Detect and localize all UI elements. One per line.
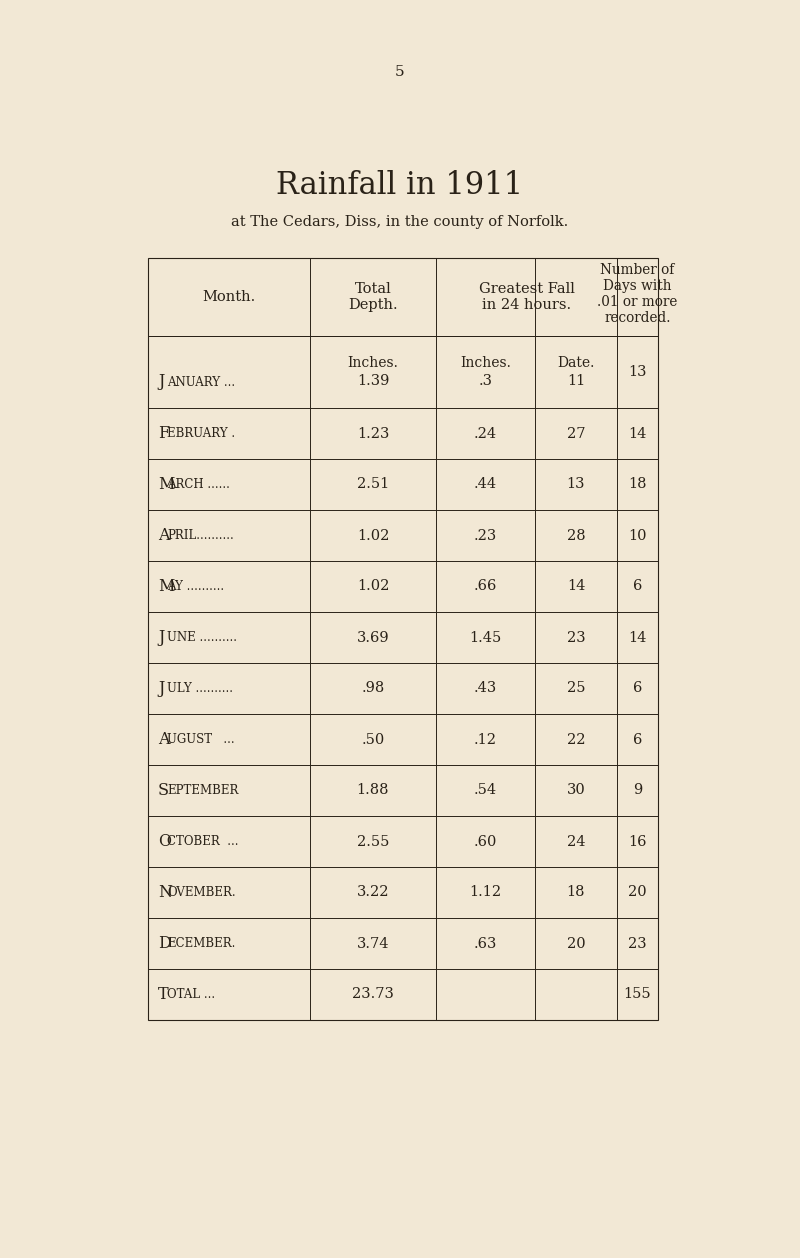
Text: 5: 5 [395, 65, 405, 79]
Text: 24: 24 [566, 834, 586, 848]
Text: 6: 6 [633, 580, 642, 594]
Text: S: S [158, 782, 169, 799]
Text: 3.69: 3.69 [357, 630, 390, 644]
Text: T: T [158, 986, 169, 1003]
Text: 155: 155 [624, 988, 651, 1001]
Text: at The Cedars, Diss, in the county of Norfolk.: at The Cedars, Diss, in the county of No… [231, 215, 569, 229]
Text: 23: 23 [566, 630, 586, 644]
Text: CTOBER  ...: CTOBER ... [167, 835, 238, 848]
Text: EBRUARY .: EBRUARY . [167, 426, 235, 440]
Text: 18: 18 [566, 886, 586, 899]
Text: OTAL ...: OTAL ... [167, 988, 215, 1001]
Text: 1.02: 1.02 [357, 528, 389, 542]
Text: 14: 14 [567, 580, 585, 594]
Text: 9: 9 [633, 784, 642, 798]
Text: .44: .44 [474, 478, 497, 492]
Text: .50: .50 [362, 732, 385, 746]
Text: 20: 20 [566, 936, 586, 951]
Text: .63: .63 [474, 936, 497, 951]
Text: PRIL..........: PRIL.......... [167, 530, 234, 542]
Text: .12: .12 [474, 732, 497, 746]
Text: A: A [158, 527, 170, 543]
Text: 22: 22 [566, 732, 586, 746]
Text: 10: 10 [628, 528, 646, 542]
Text: 30: 30 [566, 784, 586, 798]
Text: 1.12: 1.12 [470, 886, 502, 899]
Text: 6: 6 [633, 732, 642, 746]
Text: Greatest Fall
in 24 hours.: Greatest Fall in 24 hours. [478, 282, 574, 312]
Text: 1.88: 1.88 [357, 784, 390, 798]
Text: 27: 27 [566, 426, 586, 440]
Text: A: A [158, 731, 170, 749]
Text: Month.: Month. [202, 291, 256, 304]
Text: 23: 23 [628, 936, 647, 951]
Text: 6: 6 [633, 682, 642, 696]
Text: .98: .98 [362, 682, 385, 696]
Text: .3: .3 [478, 374, 493, 387]
Text: D: D [158, 935, 170, 952]
Text: Inches.: Inches. [460, 356, 511, 370]
Text: 1.02: 1.02 [357, 580, 389, 594]
Text: .43: .43 [474, 682, 497, 696]
Text: N: N [158, 884, 172, 901]
Text: M: M [158, 476, 174, 493]
Text: 23.73: 23.73 [352, 988, 394, 1001]
Text: .24: .24 [474, 426, 497, 440]
Text: 14: 14 [628, 426, 646, 440]
Text: .23: .23 [474, 528, 497, 542]
Text: 1.39: 1.39 [357, 374, 389, 387]
Text: UNE ..........: UNE .......... [167, 632, 237, 644]
Bar [148, 258, 658, 1020]
Text: Date.: Date. [558, 356, 594, 370]
Text: .66: .66 [474, 580, 497, 594]
Text: 2.51: 2.51 [357, 478, 389, 492]
Text: EPTEMBER: EPTEMBER [167, 784, 238, 798]
Text: 28: 28 [566, 528, 586, 542]
Text: 13: 13 [628, 365, 646, 379]
Text: M: M [158, 577, 174, 595]
Text: AY ..........: AY .......... [167, 580, 224, 593]
Text: J: J [158, 374, 164, 390]
Text: ULY ..........: ULY .......... [167, 682, 233, 694]
Text: J: J [158, 629, 164, 647]
Text: 1.45: 1.45 [470, 630, 502, 644]
Text: Number of
Days with
.01 or more
recorded.: Number of Days with .01 or more recorded… [598, 263, 678, 326]
Text: .54: .54 [474, 784, 497, 798]
Text: 14: 14 [628, 630, 646, 644]
Text: Inches.: Inches. [347, 356, 398, 370]
Text: 25: 25 [566, 682, 586, 696]
Text: Rainfall in 1911: Rainfall in 1911 [277, 170, 523, 200]
Text: 2.55: 2.55 [357, 834, 389, 848]
Text: ECEMBER.: ECEMBER. [167, 937, 235, 950]
Text: 3.74: 3.74 [357, 936, 390, 951]
Text: J: J [158, 681, 164, 697]
Text: 3.22: 3.22 [357, 886, 390, 899]
Text: 16: 16 [628, 834, 646, 848]
Text: OVEMBER.: OVEMBER. [167, 886, 236, 899]
Text: UGUST   ...: UGUST ... [167, 733, 234, 746]
Text: O: O [158, 833, 171, 850]
Text: 11: 11 [567, 374, 585, 387]
Text: 18: 18 [628, 478, 646, 492]
Text: 13: 13 [566, 478, 586, 492]
Text: F: F [158, 425, 169, 442]
Text: Total
Depth.: Total Depth. [348, 282, 398, 312]
Text: 20: 20 [628, 886, 647, 899]
Text: .60: .60 [474, 834, 497, 848]
Text: ARCH ......: ARCH ...... [167, 478, 230, 491]
Text: 1.23: 1.23 [357, 426, 389, 440]
Text: ANUARY ...: ANUARY ... [167, 375, 235, 389]
